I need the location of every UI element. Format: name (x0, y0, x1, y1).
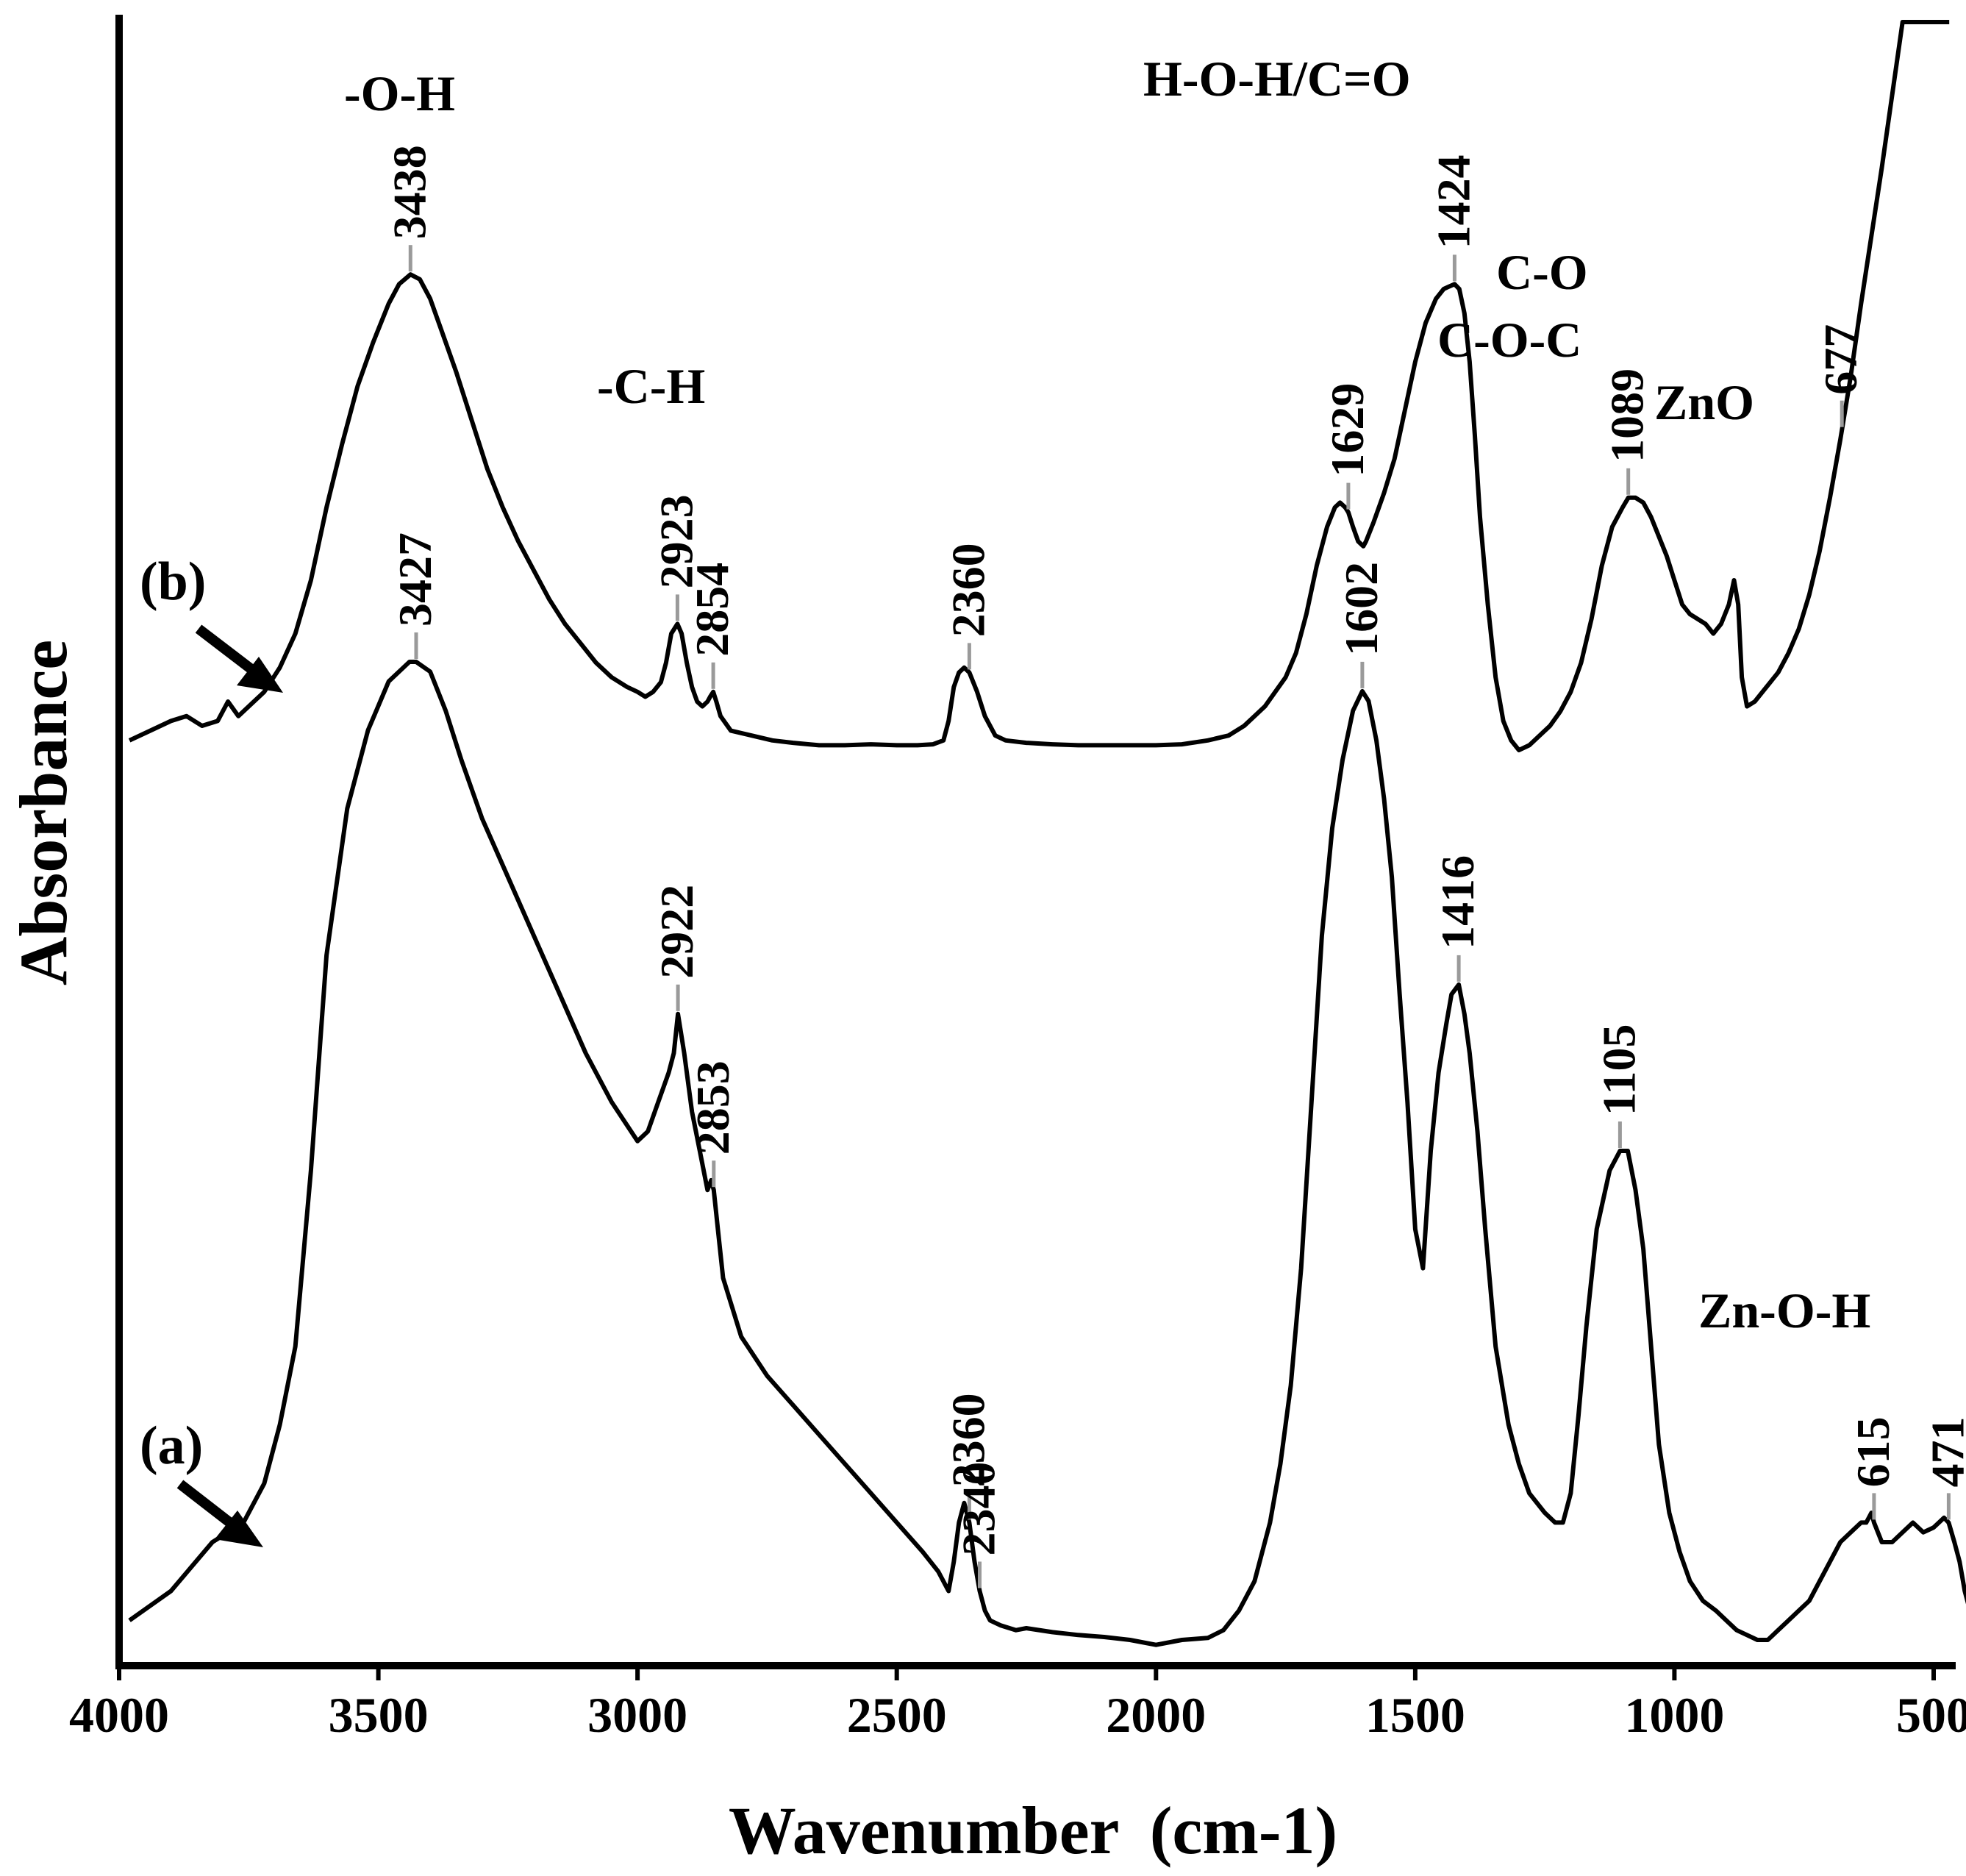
x-tick-label: 500 (1896, 1687, 1966, 1743)
peak-label: 1089 (1601, 368, 1654, 463)
peak-label: 2340 (953, 1462, 1005, 1556)
annotation-oh: -O-H (344, 65, 455, 121)
x-tick-label: 4000 (69, 1687, 169, 1743)
series-line-b (128, 20, 1950, 752)
x-axis-title-unit: (cm-1) (1150, 1793, 1337, 1868)
peak-label: 2360 (942, 543, 994, 637)
annotation-c-o-c: C-O-C (1437, 312, 1581, 368)
annotation-ch: -C-H (597, 358, 705, 414)
x-tick-labels: 4000 3500 3000 2500 2000 1500 1000 500 (69, 1666, 1966, 1743)
x-tick-label: 3500 (329, 1687, 429, 1743)
series-line-a (128, 660, 1966, 1647)
axes-layer (115, 15, 1956, 1669)
annotation-zn-o-h: Zn-O-H (1698, 1283, 1870, 1338)
peak-label: 1629 (1321, 383, 1373, 477)
curves-layer (128, 20, 1966, 1647)
peak-label: 1416 (1431, 855, 1484, 949)
x-tick-label: 1000 (1624, 1687, 1724, 1743)
peak-label: 1105 (1593, 1024, 1645, 1116)
y-axis-title: Absorbance (6, 640, 81, 985)
peak-label: 2853 (687, 1060, 739, 1155)
peak-label: 677 (1815, 324, 1867, 395)
peak-label: 1424 (1427, 154, 1479, 249)
annotation-c-o: C-O (1496, 244, 1588, 300)
x-axis-title-main: Wavenumber (729, 1793, 1118, 1868)
x-tick-label: 2000 (1106, 1687, 1206, 1743)
annotation-hoh-co: H-O-H/C=O (1143, 51, 1411, 107)
peak-label: 1602 (1335, 562, 1387, 656)
annotation-zno: ZnO (1654, 374, 1754, 430)
arrow-b-head (237, 657, 283, 693)
x-axis-title: Wavenumber (cm-1) (729, 1793, 1337, 1868)
peak-label: 2922 (651, 885, 703, 979)
curve-label-b: (b) (140, 552, 206, 612)
x-tick-label: 3000 (587, 1687, 687, 1743)
peak-label: 2854 (686, 563, 738, 657)
peak-label: 471 (1921, 1416, 1966, 1487)
x-tick-label: 1500 (1365, 1687, 1465, 1743)
curve-label-a: (a) (140, 1416, 203, 1476)
arrow-a-head (215, 1511, 263, 1547)
peak-label: 2360 (942, 1393, 994, 1487)
peak-label: 3438 (383, 145, 435, 239)
peak-label: 615 (1847, 1416, 1899, 1487)
peak-label: 3427 (389, 532, 441, 627)
x-tick-label: 2500 (847, 1687, 947, 1743)
peak-label: 2923 (650, 494, 702, 588)
